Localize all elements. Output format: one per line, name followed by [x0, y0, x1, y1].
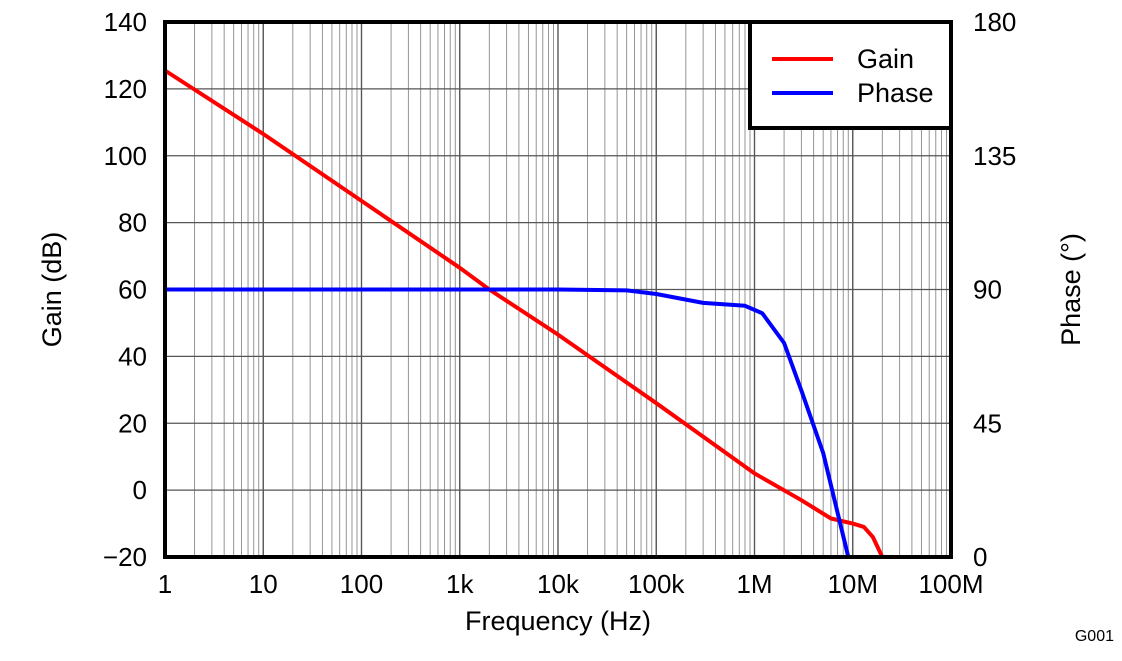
x-tick-label: 10k — [537, 569, 580, 599]
y-tick-label: 60 — [118, 275, 147, 305]
y-tick-labels: 140 120 100 80 60 40 20 0 −20 — [103, 7, 147, 572]
plot-curves — [163, 68, 885, 558]
series-line-phase — [165, 287, 851, 558]
legend: Gain Phase — [748, 20, 953, 130]
x-axis-title: Frequency (Hz) — [465, 606, 651, 636]
y-tick-label: −20 — [103, 542, 147, 572]
y-tick-label: 120 — [104, 74, 147, 104]
y2-tick-label: 0 — [973, 542, 987, 572]
figure-id: G001 — [1075, 628, 1114, 645]
y2-tick-labels: 180 135 90 45 0 — [973, 7, 1016, 572]
x-tick-label: 1 — [158, 569, 172, 599]
series-line-gain — [163, 68, 885, 558]
x-tick-label: 100 — [340, 569, 383, 599]
x-tick-label: 1k — [446, 569, 474, 599]
legend-label-gain: Gain — [857, 44, 914, 74]
x-tick-label: 10 — [249, 569, 278, 599]
y2-tick-label: 45 — [973, 408, 1002, 438]
y-tick-label: 100 — [104, 141, 147, 171]
y2-tick-label: 90 — [973, 275, 1002, 305]
y-tick-label: 20 — [118, 408, 147, 438]
legend-box — [748, 20, 953, 130]
x-tick-label: 100k — [628, 569, 685, 599]
x-tick-label: 1M — [736, 569, 772, 599]
x-tick-label: 100M — [918, 569, 983, 599]
x-tick-label: 10M — [827, 569, 878, 599]
legend-label-phase: Phase — [857, 78, 934, 108]
y-tick-label: 80 — [118, 208, 147, 238]
x-tick-labels: 1 10 100 1k 10k 100k 1M 10M 100M — [158, 569, 984, 599]
y2-tick-label: 135 — [973, 141, 1016, 171]
y-axis-title: Gain (dB) — [37, 232, 67, 348]
y2-tick-label: 180 — [973, 7, 1016, 37]
y-tick-label: 0 — [133, 475, 147, 505]
y-tick-label: 40 — [118, 341, 147, 371]
y2-axis-title: Phase (°) — [1056, 233, 1086, 346]
y-tick-label: 140 — [104, 7, 147, 37]
plot-frame — [163, 20, 953, 559]
